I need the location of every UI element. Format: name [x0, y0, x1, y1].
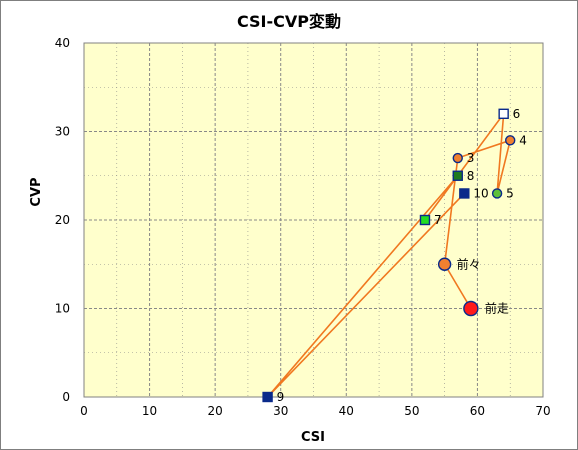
point-marker-5: [491, 188, 503, 199]
point-marker-9: [262, 391, 273, 403]
x-tick-label: 70: [535, 404, 550, 418]
point-label-前々: 前々: [457, 256, 481, 271]
point-label-9: 9: [277, 390, 285, 404]
point-marker-3: [452, 152, 463, 164]
x-tick-label: 20: [208, 404, 223, 418]
x-tick-label: 40: [339, 404, 354, 418]
point-marker-前々: [437, 257, 452, 271]
y-tick-label: 30: [55, 125, 70, 139]
point-marker-前走: [463, 300, 479, 317]
point-labels: 前走 前々 3 4 5 6 7 8 9 10: [277, 107, 527, 404]
point-label-7: 7: [434, 213, 442, 227]
x-tick-label: 50: [404, 404, 419, 418]
point-label-10: 10: [473, 186, 488, 200]
point-marker-7: [419, 214, 431, 226]
y-axis-label: CVP: [29, 177, 44, 206]
axis-ticks: 0 10 20 30 40 50 60 70 0 10 20 30 40: [55, 36, 551, 418]
series-markers: [262, 108, 516, 403]
point-marker-10: [459, 188, 470, 199]
x-tick-label: 0: [80, 404, 88, 418]
grid-lines: [84, 43, 543, 397]
point-label-6: 6: [513, 107, 521, 121]
x-tick-label: 60: [470, 404, 485, 418]
point-marker-6: [498, 108, 509, 120]
x-axis-label: CSI: [301, 430, 325, 445]
y-tick-label: 10: [55, 302, 70, 316]
chart-title: CSI-CVP変動: [237, 12, 341, 31]
point-label-8: 8: [467, 169, 475, 183]
point-marker-8: [452, 170, 463, 181]
y-tick-label: 40: [55, 36, 70, 50]
x-tick-label: 30: [273, 404, 288, 418]
y-tick-label: 20: [55, 213, 70, 227]
point-label-3: 3: [467, 151, 475, 165]
series-path: [266, 113, 512, 398]
point-label-4: 4: [519, 133, 527, 147]
point-label-前走: 前走: [485, 301, 509, 316]
y-tick-label: 0: [62, 390, 70, 404]
series-line: [266, 113, 512, 398]
point-marker-4: [505, 135, 516, 146]
x-tick-label: 10: [142, 404, 157, 418]
point-label-5: 5: [506, 186, 514, 200]
